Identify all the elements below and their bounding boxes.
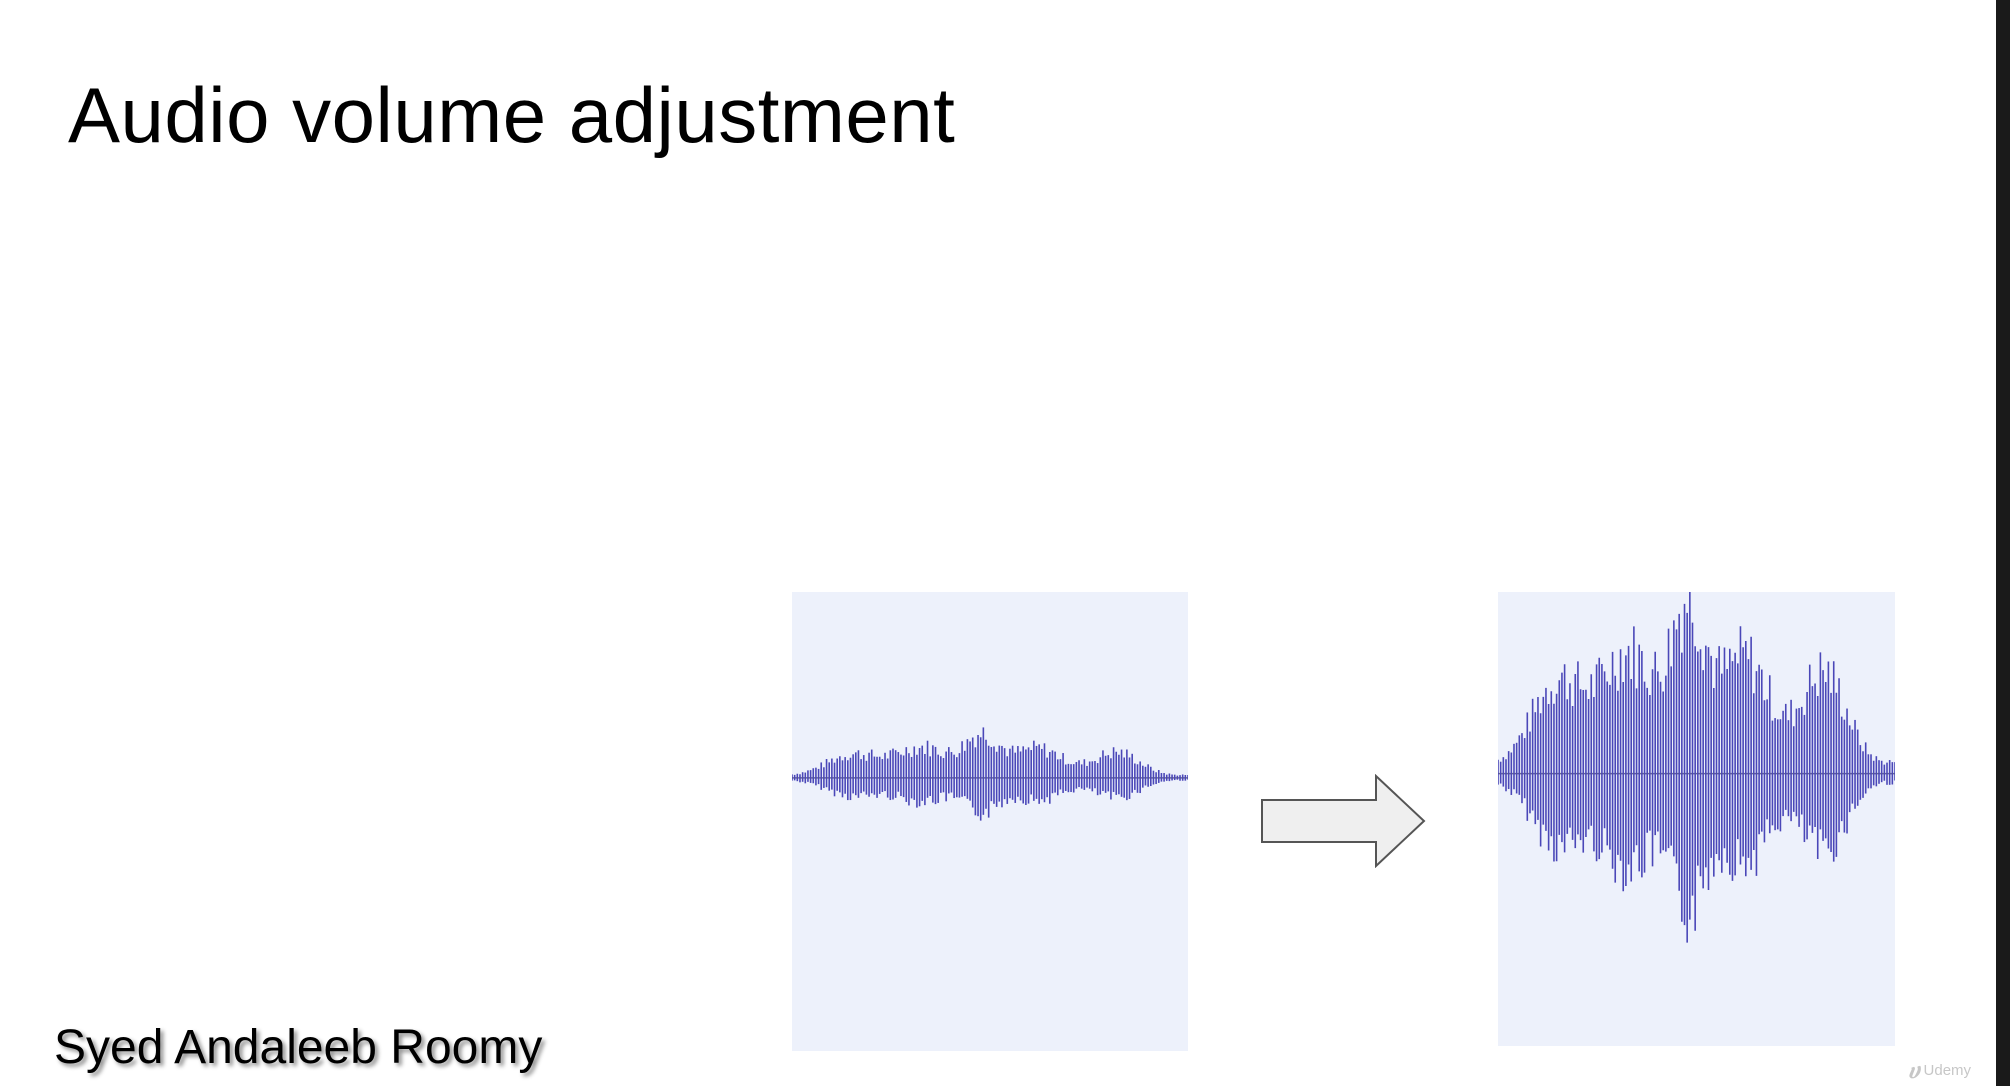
watermark-text: Udemy bbox=[1923, 1062, 1972, 1079]
amplified-waveform-plot bbox=[1498, 592, 1895, 943]
udemy-logo-icon: ሀ bbox=[1908, 1058, 1920, 1083]
slide-title: Audio volume adjustment bbox=[68, 71, 956, 159]
watermark: ሀ Udemy bbox=[1908, 1058, 1971, 1084]
original-waveform-panel bbox=[792, 592, 1188, 1051]
window-edge bbox=[1996, 0, 2010, 1086]
original-waveform-plot bbox=[792, 727, 1188, 821]
author-name: Syed Andaleeb Roomy bbox=[54, 1021, 543, 1074]
amplified-waveform-panel bbox=[1498, 592, 1895, 1046]
right-arrow-icon bbox=[1261, 774, 1426, 868]
